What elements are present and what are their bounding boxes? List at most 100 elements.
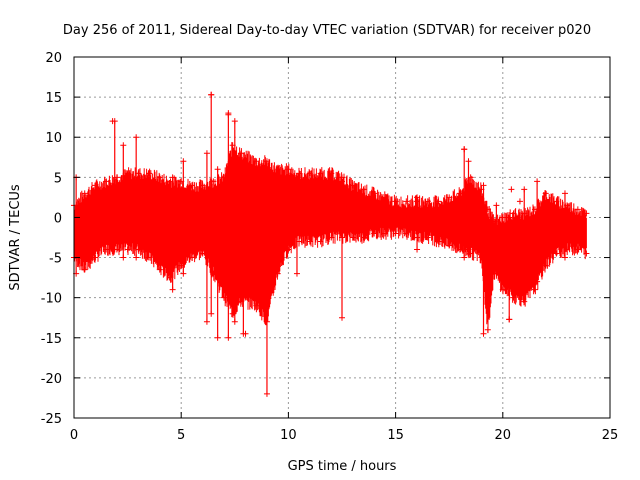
- sdtvar-point: [317, 170, 324, 177]
- y-tick-label: 0: [54, 211, 62, 226]
- sdtvar-point: [214, 334, 221, 341]
- sdtvar-point: [328, 170, 335, 177]
- sdtvar-point: [225, 334, 232, 341]
- sdtvar-point: [328, 234, 335, 241]
- sdtvar-point: [210, 270, 217, 277]
- sdtvar-point: [435, 238, 442, 245]
- x-tick-label: 25: [602, 428, 619, 443]
- sdtvar-point: [135, 246, 142, 253]
- y-tick-label: 5: [54, 171, 62, 186]
- sdtvar-point: [146, 170, 153, 177]
- sdtvar-point: [120, 254, 127, 261]
- sdtvar-point: [167, 178, 174, 185]
- sdtvar-point: [467, 250, 474, 257]
- sdtvar-point: [478, 254, 485, 261]
- sdtvar-point: [371, 230, 378, 237]
- sdtvar-point: [531, 286, 538, 293]
- sdtvar-point: [188, 254, 195, 261]
- sdtvar-point: [199, 250, 206, 257]
- sdtvar-point: [484, 326, 491, 333]
- sdtvar-point: [381, 194, 388, 201]
- sdtvar-point: [203, 318, 210, 325]
- sdtvar-point: [478, 186, 485, 193]
- sdtvar-point: [553, 198, 560, 205]
- sdtvar-point: [180, 158, 187, 165]
- sdtvar-point: [103, 246, 110, 253]
- sdtvar-point: [561, 254, 568, 261]
- sdtvar-point: [113, 246, 120, 253]
- sdtvar-point: [135, 170, 142, 177]
- sdtvar-point: [240, 158, 247, 165]
- x-tick-label: 0: [70, 428, 78, 443]
- sdtvar-point: [339, 234, 345, 241]
- sdtvar-point: [208, 91, 215, 98]
- sdtvar-point: [296, 170, 303, 177]
- sdtvar-point: [574, 206, 581, 213]
- y-tick-label: 20: [45, 51, 62, 66]
- sdtvar-point: [510, 210, 517, 217]
- sdtvar-point: [499, 286, 506, 293]
- sdtvar-point: [124, 246, 131, 253]
- sdtvar-point: [446, 194, 453, 201]
- sdtvar-point: [238, 150, 245, 157]
- sdtvar-point: [180, 270, 187, 277]
- sdtvar-point: [360, 234, 367, 241]
- sdtvar-point: [178, 262, 185, 269]
- x-axis-label: GPS time / hours: [288, 459, 397, 474]
- y-tick-label: -15: [41, 332, 62, 347]
- sdtvar-point: [461, 254, 468, 261]
- sdtvar-point: [484, 206, 491, 213]
- sdtvar-point: [81, 190, 88, 197]
- sdtvar-point: [583, 210, 590, 217]
- sdtvar-point: [109, 118, 116, 125]
- sdtvar-point: [480, 182, 487, 189]
- y-tick-label: -10: [41, 292, 62, 307]
- sdtvar-point: [306, 170, 313, 177]
- sdtvar-point: [81, 266, 88, 273]
- sdtvar-point: [499, 214, 506, 221]
- sdtvar-point: [456, 246, 463, 253]
- sdtvar-point: [317, 238, 324, 245]
- sdtvar-point: [414, 234, 421, 241]
- sdtvar-point: [133, 134, 140, 141]
- sdtvar-point: [253, 302, 260, 309]
- sdtvar-point: [521, 210, 528, 217]
- sdtvar-point: [531, 206, 538, 213]
- sdtvar-point: [199, 182, 206, 189]
- sdtvar-point: [120, 142, 127, 149]
- sdtvar-point: [285, 166, 292, 173]
- sdtvar-point: [293, 174, 300, 181]
- sdtvar-point: [203, 150, 210, 157]
- sdtvar-point: [574, 246, 581, 253]
- x-tick-label: 5: [177, 428, 185, 443]
- sdtvar-point: [521, 298, 528, 305]
- y-tick-label: -20: [41, 372, 62, 387]
- sdtvar-point: [285, 246, 292, 253]
- sdtvar-point: [92, 254, 99, 261]
- sdtvar-point: [208, 310, 215, 317]
- sdtvar-point: [534, 278, 541, 285]
- sdtvar-point: [414, 246, 421, 253]
- sdtvar-point: [231, 118, 238, 125]
- sdtvar-point: [263, 158, 270, 165]
- sdtvar-point: [521, 286, 528, 293]
- sdtvar-point: [242, 330, 249, 337]
- sdtvar-point: [92, 182, 99, 189]
- sdtvar-point: [493, 202, 500, 209]
- sdtvar-point: [583, 250, 590, 257]
- sdtvar-point: [506, 214, 513, 221]
- sdtvar-point: [392, 198, 399, 205]
- sdtvar-point: [274, 270, 281, 277]
- sdtvar-point: [229, 310, 236, 317]
- sdtvar-point: [564, 246, 571, 253]
- x-tick-label: 15: [387, 428, 404, 443]
- sdtvar-point: [296, 238, 303, 245]
- x-tick-label: 10: [280, 428, 297, 443]
- sdtvar-point: [210, 178, 217, 185]
- sdtvar-point: [456, 190, 463, 197]
- sdtvar-point: [461, 146, 468, 153]
- sdtvar-point: [424, 198, 431, 205]
- sdtvar-point: [542, 262, 549, 269]
- y-tick-label: 10: [45, 131, 62, 146]
